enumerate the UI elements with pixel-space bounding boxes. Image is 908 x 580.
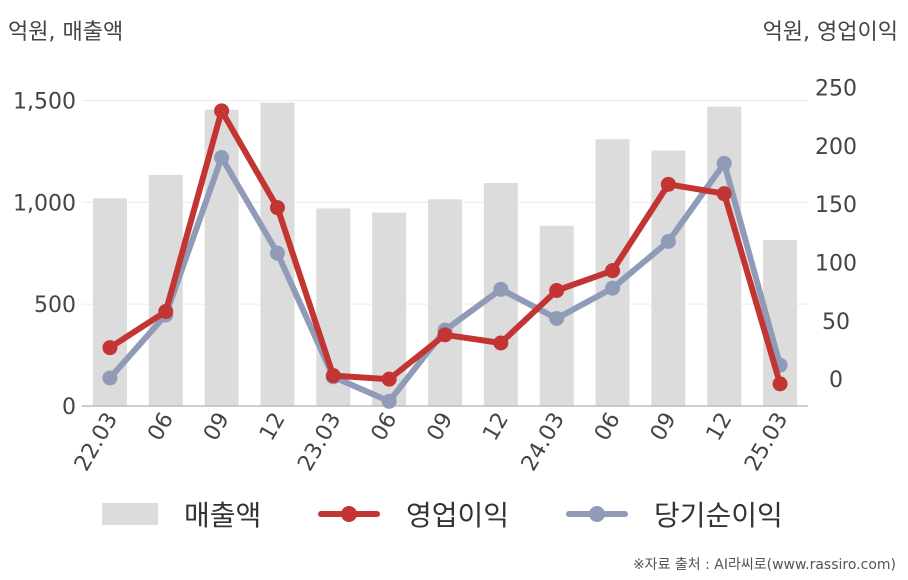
left-tick-label: 1,000	[13, 191, 76, 216]
legend-item-revenue: 매출액	[102, 492, 261, 536]
legend-item-operating-profit: 영업이익	[318, 492, 509, 536]
legend-label-revenue: 매출액	[184, 499, 262, 532]
x-tick-label: 12	[478, 409, 514, 446]
x-tick-label: 09	[423, 409, 459, 446]
x-tick-label: 06	[143, 409, 179, 446]
x-tick-label: 12	[702, 409, 738, 446]
point-net-income	[102, 370, 118, 386]
left-tick-label: 500	[34, 293, 76, 318]
legend-swatch-operating-profit	[318, 503, 380, 525]
legend-label-operating-profit: 영업이익	[406, 499, 510, 532]
point-net-income	[660, 234, 676, 249]
point-operating-profit	[605, 263, 621, 279]
point-operating-profit	[660, 176, 676, 192]
bar-revenue	[707, 106, 742, 407]
right-tick-label: 200	[815, 135, 857, 160]
x-tick-label: 09	[199, 409, 235, 446]
x-tick-label: 06	[367, 409, 403, 446]
right-tick-label: 0	[829, 368, 843, 393]
right-tick-label: 150	[815, 193, 857, 218]
point-net-income	[605, 280, 621, 296]
source-credit: ※자료 출처 : AI라씨로(www.rassiro.com)	[632, 557, 896, 573]
point-operating-profit	[437, 327, 453, 343]
x-tick-label: 06	[590, 409, 626, 446]
point-net-income	[493, 281, 509, 297]
point-operating-profit	[269, 200, 285, 216]
left-tick-label: 1,500	[13, 90, 76, 115]
point-operating-profit	[158, 304, 174, 319]
point-operating-profit	[381, 371, 397, 387]
point-operating-profit	[772, 376, 788, 392]
legend-swatch-revenue	[102, 503, 158, 525]
x-tick-label: 25.03	[740, 409, 793, 476]
combo-chart: 0 500 1,000 1,500 0 50 100 150 200 250 22.03 06 09 12…	[13, 77, 857, 476]
bar-revenue	[148, 174, 183, 406]
point-net-income	[381, 393, 397, 409]
right-tick-label: 250	[815, 77, 857, 102]
bar-revenue	[428, 199, 462, 406]
x-tick-label: 24.03	[517, 409, 570, 476]
point-operating-profit	[493, 335, 509, 351]
point-net-income	[214, 150, 230, 165]
point-operating-profit	[325, 368, 341, 384]
right-axis-unit: 억원, 영업이익	[762, 20, 898, 45]
point-operating-profit	[716, 186, 732, 202]
x-tick-label: 09	[646, 409, 682, 446]
legend: 매출액 영업이익 당기순이익	[0, 492, 908, 536]
legend-swatch-net-income	[566, 503, 628, 525]
point-net-income	[549, 311, 565, 326]
x-tick-label: 22.03	[70, 409, 123, 476]
left-tick-label: 0	[62, 395, 76, 420]
x-tick-label: 23.03	[293, 409, 346, 476]
point-net-income	[716, 155, 732, 171]
bar-revenue	[651, 150, 686, 406]
point-operating-profit	[549, 283, 565, 298]
point-operating-profit	[214, 103, 230, 119]
x-tick-label: 12	[255, 409, 291, 446]
left-axis-unit: 억원, 매출액	[8, 20, 124, 45]
legend-label-net-income: 당기순이익	[654, 499, 783, 532]
right-tick-label: 100	[815, 252, 857, 277]
right-tick-label: 50	[822, 310, 850, 335]
point-net-income	[269, 245, 285, 261]
point-operating-profit	[102, 340, 118, 356]
legend-item-net-income: 당기순이익	[566, 492, 783, 536]
